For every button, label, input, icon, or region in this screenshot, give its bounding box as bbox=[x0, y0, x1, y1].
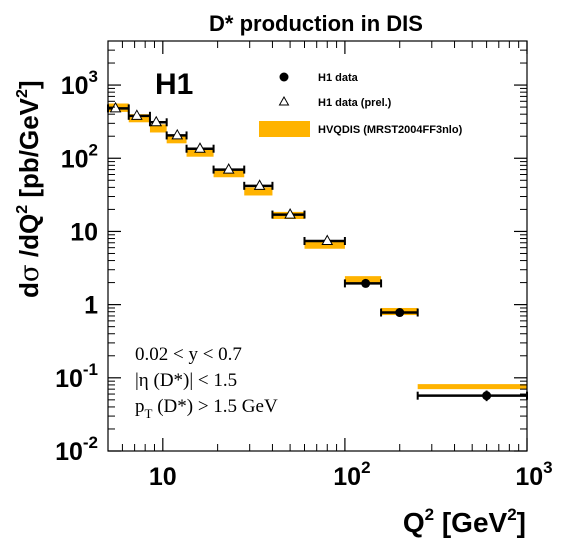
x-tick-label: 102 bbox=[333, 458, 370, 491]
data-point-h1 bbox=[361, 278, 371, 288]
legend-label-h1-data: H1 data bbox=[318, 72, 359, 84]
band-segment bbox=[149, 124, 167, 133]
cuts-text: 0.02 < y < 0.7 |η (D*)| < 1.5 pT (D*) > … bbox=[135, 344, 278, 421]
data-point-h1-prel bbox=[171, 128, 184, 140]
y-tick-label: 103 bbox=[61, 67, 98, 100]
y-axis-label: dσ /dQ2 [pb/GeV2] bbox=[14, 80, 45, 298]
minor-ticks bbox=[107, 40, 527, 451]
data-point-h1-prel bbox=[321, 234, 334, 246]
y-tick-label: 10-2 bbox=[55, 433, 98, 466]
data-point-h1-prel bbox=[150, 115, 163, 127]
x-tick-label: 10 bbox=[149, 463, 177, 491]
y-tick-label: 10-1 bbox=[55, 360, 98, 393]
chart-title: D* production in DIS bbox=[209, 11, 423, 36]
cut-y: 0.02 < y < 0.7 bbox=[135, 344, 242, 365]
legend-marker-h1-data bbox=[279, 72, 289, 82]
legend: H1 data H1 data (prel.) HVQDIS (MRST2004… bbox=[259, 72, 463, 137]
legend-marker-h1-prel bbox=[278, 95, 290, 106]
data-point-h1 bbox=[395, 308, 405, 318]
y-tick-label: 1 bbox=[84, 292, 98, 320]
data-point-h1-prel bbox=[130, 109, 143, 120]
cut-pt: pT (D*) > 1.5 GeV bbox=[135, 396, 278, 421]
y-tick-label: 10 bbox=[70, 218, 98, 246]
x-tick-label: 103 bbox=[515, 458, 552, 491]
cut-eta: |η (D*)| < 1.5 bbox=[135, 370, 237, 391]
data-point-h1 bbox=[482, 391, 492, 401]
y-tick-label: 102 bbox=[61, 140, 98, 173]
data-point-h1-prel bbox=[194, 142, 206, 153]
experiment-label: H1 bbox=[155, 68, 193, 101]
plot-frame bbox=[107, 40, 528, 452]
band-segment bbox=[244, 187, 273, 196]
legend-marker-hvqdis bbox=[259, 121, 310, 137]
x-axis-label: Q2 [GeV2] bbox=[403, 505, 526, 538]
data-point-h1-prel bbox=[253, 179, 266, 190]
major-ticks bbox=[108, 41, 528, 452]
legend-label-hvqdis: HVQDIS (MRST2004FF3nlo) bbox=[318, 124, 463, 136]
data-point-h1-prel bbox=[284, 208, 296, 219]
legend-label-h1-prel: H1 data (prel.) bbox=[318, 97, 392, 109]
data-point-h1-prel bbox=[222, 163, 235, 174]
band-segment bbox=[417, 384, 527, 390]
